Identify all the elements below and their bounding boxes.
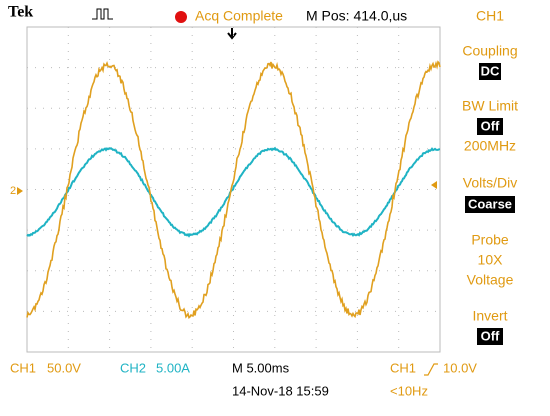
menu-label: Volts/Div — [463, 175, 517, 191]
acq-status: Acq Complete — [195, 8, 283, 24]
position: M Pos: 414.0,us — [306, 8, 407, 24]
menu-label: Invert — [472, 308, 507, 324]
timebase: M 5.00ms — [232, 360, 290, 375]
menu-value[interactable]: Off — [481, 328, 500, 343]
menu-label: Coupling — [462, 43, 517, 59]
menu-label: Probe — [471, 232, 509, 248]
trigger-source: CH1 — [390, 360, 416, 375]
ch2-waveform — [27, 148, 440, 236]
menu-label: BW Limit — [462, 98, 518, 114]
trigger-position — [228, 28, 236, 38]
menu-value[interactable]: Off — [481, 118, 500, 133]
menu-value[interactable]: 10X — [478, 252, 504, 268]
trigger-level: 10.0V — [443, 360, 477, 375]
brand: Tek — [8, 4, 33, 21]
trigger-slope — [424, 364, 438, 375]
menu-note: 200MHz — [464, 138, 516, 154]
ch1-scale: 50.0V — [47, 360, 81, 375]
datetime: 14-Nov-18 15:59 — [232, 383, 329, 398]
menu-title: CH1 — [476, 8, 504, 24]
ch2-marker-arrow — [17, 187, 23, 195]
ch1-label: CH1 — [10, 360, 36, 375]
ch2-marker: 2 — [10, 185, 16, 197]
status-bar: CH1 50.0V CH2 5.00A M 5.00ms CH1 10.0V 1… — [10, 360, 477, 398]
side-menu: CH1 Coupling DC BW Limit Off 200MHz Volt… — [462, 8, 518, 345]
menu-note: Voltage — [467, 272, 514, 288]
trigger-level-marker — [431, 181, 437, 189]
run-indicator — [175, 11, 187, 23]
ch2-scale: 5.00A — [156, 360, 190, 375]
ch2-label: CH2 — [120, 360, 146, 375]
menu-value[interactable]: Coarse — [468, 196, 512, 211]
frequency: <10Hz — [390, 383, 428, 398]
menu-value[interactable]: DC — [481, 63, 500, 78]
trigger-icon — [92, 9, 113, 19]
